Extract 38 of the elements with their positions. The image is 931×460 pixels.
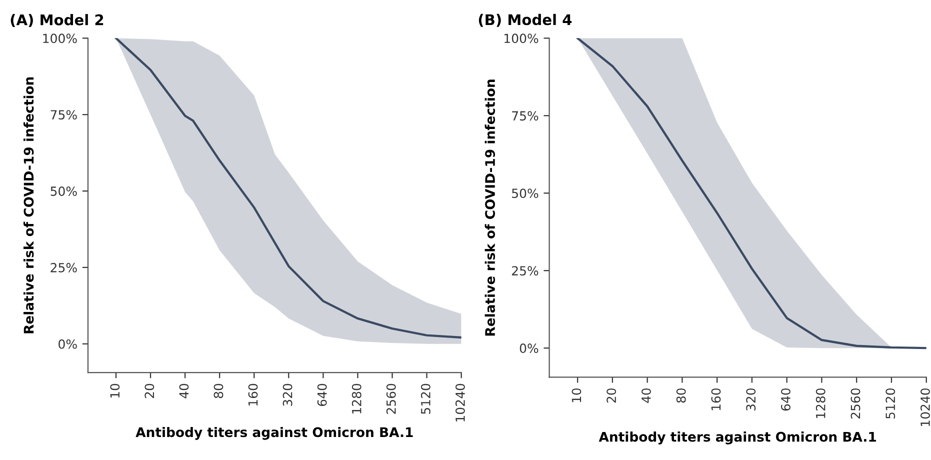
x-tick-label: 10: [572, 388, 582, 402]
x-tick-label: 1280: [352, 384, 362, 414]
x-tick-label: 10: [110, 384, 120, 398]
chart-title: (A) Model 2: [10, 14, 104, 28]
x-tick-label: 40: [179, 384, 189, 398]
y-axis-title: Relative risk of COVID-19 infection: [24, 77, 34, 334]
x-tick-label: 20: [606, 388, 616, 403]
x-tick-label: 160: [711, 388, 721, 410]
x-tick-label: 320: [282, 384, 292, 406]
x-tick-label: 10240: [920, 388, 930, 426]
chart-title: (B) Model 4: [478, 14, 572, 27]
y-tick-label: 100%: [504, 34, 538, 44]
x-tick-label: 20: [144, 384, 154, 398]
x-axis-title: Antibody titers against Omicron BA.1: [136, 426, 413, 440]
x-tick-label: 2560: [386, 384, 396, 414]
y-tick-label: 50%: [50, 186, 77, 196]
x-tick-label: 640: [317, 384, 327, 406]
y-tick-label: 50%: [512, 188, 538, 198]
y-tick-label: 25%: [512, 266, 538, 276]
x-tick-label: 80: [676, 388, 686, 403]
x-tick-label: 5120: [420, 384, 430, 414]
x-tick-label: 2560: [850, 388, 860, 419]
x-tick-label: 160: [248, 384, 258, 406]
y-axis-title: Relative risk of COVID-19 infection: [484, 80, 496, 336]
x-tick-label: 1280: [816, 388, 826, 418]
y-tick-label: 0%: [58, 339, 77, 349]
y-tick-label: 75%: [512, 111, 538, 121]
x-tick-label: 80: [214, 384, 224, 398]
x-tick-label: 10240: [455, 384, 465, 422]
y-tick-label: 25%: [50, 262, 77, 272]
y-tick-label: 0%: [520, 344, 538, 353]
x-axis-title: Antibody titers against Omicron BA.1: [598, 432, 876, 444]
x-tick-label: 5120: [886, 388, 896, 418]
y-tick-label: 75%: [50, 110, 77, 120]
x-tick-label: 320: [746, 388, 756, 411]
x-tick-label: 40: [642, 388, 651, 403]
y-tick-label: 100%: [43, 34, 77, 44]
x-tick-label: 640: [781, 388, 790, 411]
